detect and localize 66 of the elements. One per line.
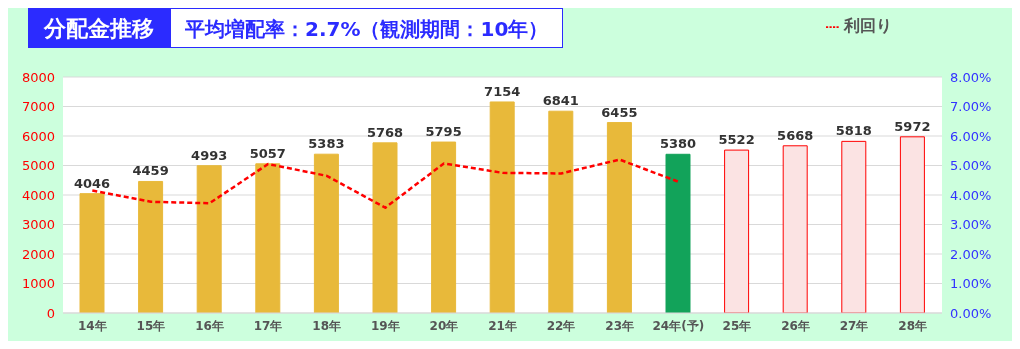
bar: [196, 165, 222, 313]
y-tick-label: 5000: [21, 158, 55, 174]
data-label: 6455: [601, 104, 638, 120]
bar: [431, 141, 457, 313]
bar: [548, 110, 574, 313]
y-tick-label: 0: [46, 305, 55, 321]
data-label: 7154: [484, 83, 521, 99]
data-label: 5522: [718, 132, 755, 148]
bar: [841, 140, 867, 313]
x-tick-label: 25年: [722, 318, 752, 333]
x-tick-label: 16年: [195, 318, 224, 333]
x-tick-label: 26年: [781, 318, 810, 333]
bar: [782, 145, 808, 313]
y-tick-label: 7000: [21, 99, 55, 115]
bar: [606, 122, 632, 313]
bar: [489, 101, 515, 313]
bar: [138, 180, 164, 313]
y2-tick-label: 7.00%: [950, 99, 992, 115]
y-tick-label: 4000: [21, 187, 55, 203]
data-label: 5057: [249, 145, 286, 161]
data-label: 5818: [835, 123, 872, 139]
x-tick-label: 22年: [546, 318, 576, 333]
x-tick-label: 17年: [253, 318, 283, 333]
data-label: 6841: [542, 93, 579, 109]
y-tick-label: 2000: [21, 246, 55, 262]
bar: [79, 193, 105, 313]
x-tick-label: 27年: [839, 318, 869, 333]
y2-tick-label: 5.00%: [950, 158, 992, 174]
x-tick-label: 20年: [429, 318, 459, 333]
y2-tick-label: 0.00%: [950, 305, 992, 321]
y-tick-label: 6000: [21, 128, 55, 144]
bar: [665, 153, 691, 313]
y2-tick-label: 8.00%: [950, 69, 992, 85]
bar: [372, 142, 398, 313]
bar: [255, 163, 281, 313]
y2-tick-label: 1.00%: [950, 276, 992, 292]
data-label: 5768: [366, 124, 404, 140]
data-label: 5380: [659, 136, 697, 152]
x-tick-label: 21年: [488, 318, 517, 333]
bar: [899, 136, 925, 313]
x-tick-label: 28年: [898, 318, 928, 333]
x-tick-label: 19年: [370, 318, 400, 333]
x-tick-label: 24年(予): [652, 318, 705, 333]
x-tick-label: 15年: [136, 318, 166, 333]
y-tick-label: 1000: [21, 276, 55, 292]
chart-title: 分配金推移: [28, 8, 170, 48]
x-tick-label: 23年: [605, 318, 635, 333]
bar: [313, 153, 339, 313]
y2-tick-label: 2.00%: [950, 246, 992, 262]
data-label: 4459: [132, 163, 169, 179]
data-label: 5795: [425, 124, 462, 140]
y2-tick-label: 4.00%: [950, 187, 992, 203]
chart-subtitle: 平均増配率：2.7%（観測期間：10年）: [170, 8, 564, 48]
bar: [724, 149, 750, 313]
data-label: 5668: [777, 127, 814, 143]
y-tick-label: 3000: [21, 217, 55, 233]
y-tick-label: 8000: [21, 69, 55, 85]
data-label: 5972: [894, 118, 931, 134]
legend-label: 利回り: [844, 16, 892, 35]
y2-tick-label: 3.00%: [950, 217, 992, 233]
data-label: 5383: [308, 136, 345, 152]
y2-tick-label: 6.00%: [950, 128, 992, 144]
x-tick-label: 18年: [312, 318, 342, 333]
data-label: 4046: [73, 175, 111, 191]
x-tick-label: 14年: [77, 318, 107, 333]
data-label: 4993: [191, 147, 228, 163]
